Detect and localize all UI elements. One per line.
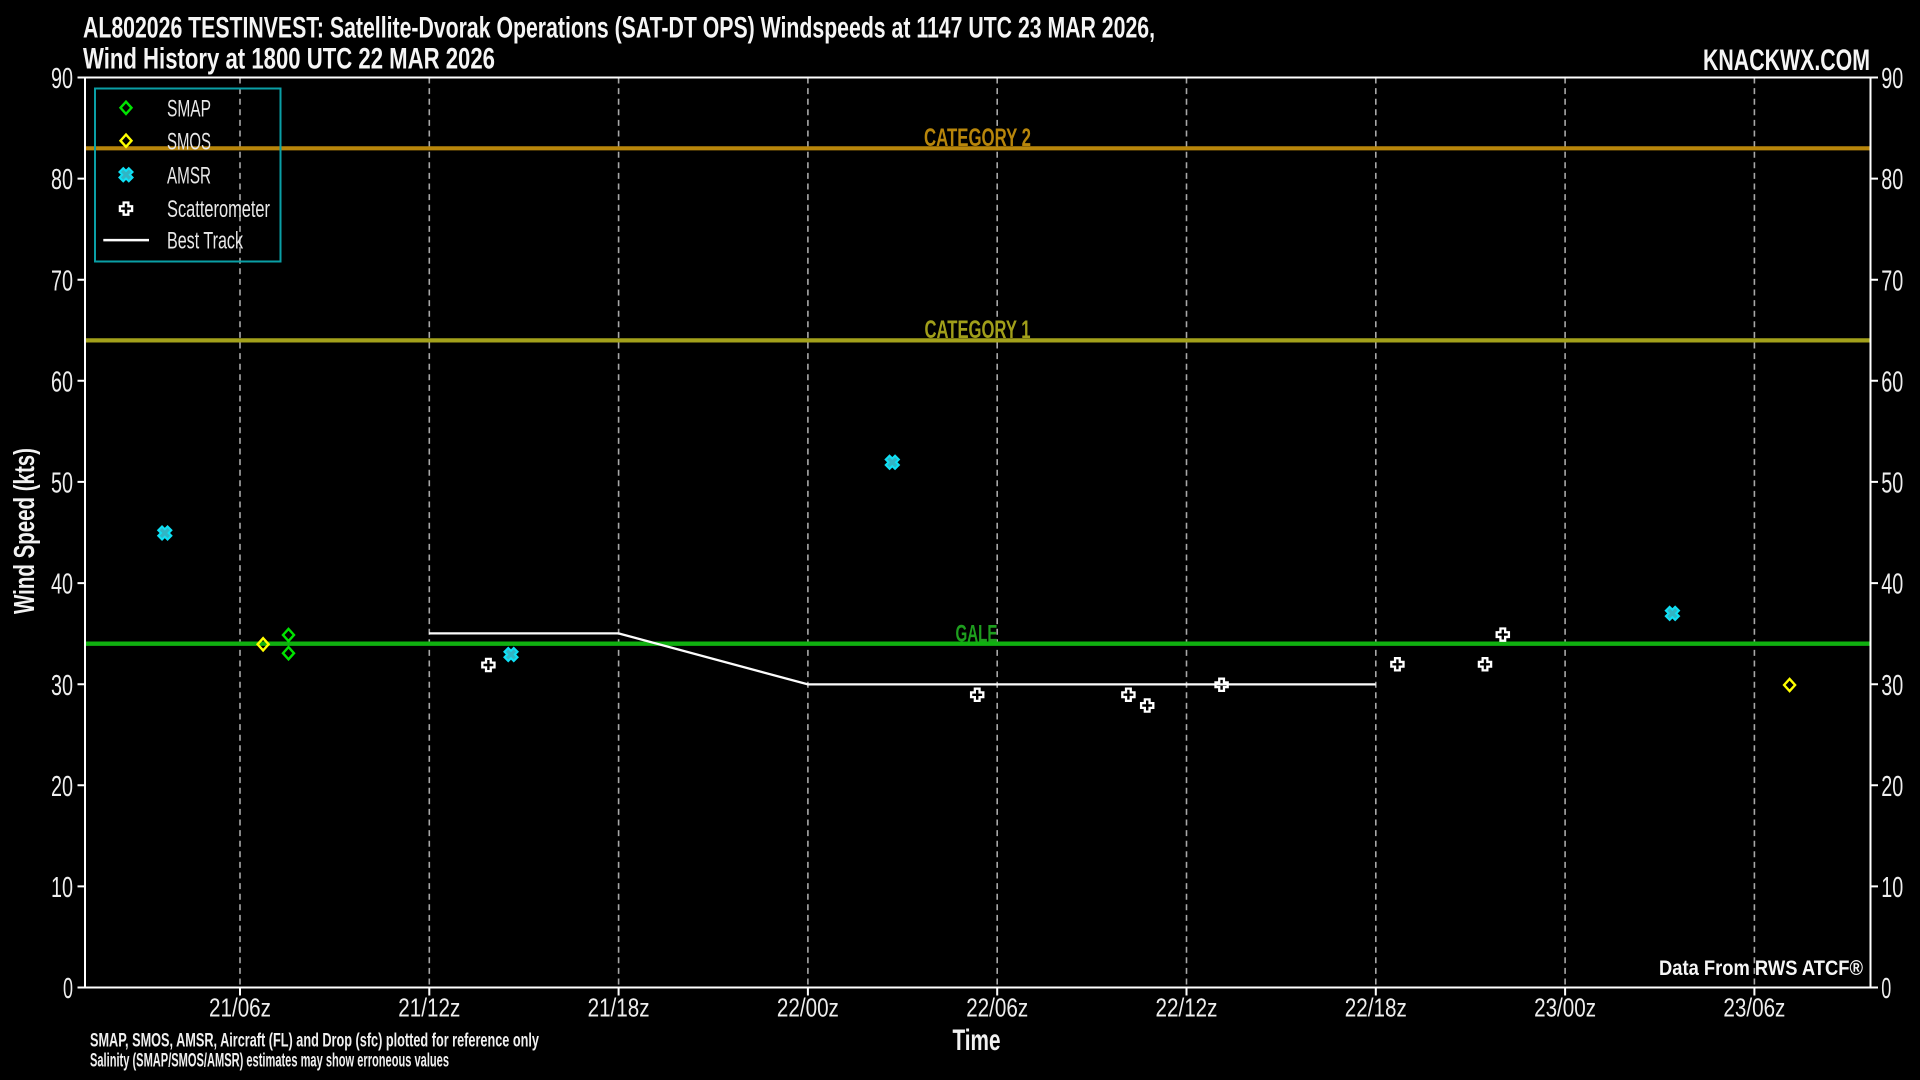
svg-text:SMOS: SMOS [167,128,211,155]
svg-text:SMAP: SMAP [167,95,211,122]
svg-text:90: 90 [51,63,73,95]
svg-text:KNACKWX.COM: KNACKWX.COM [1703,44,1870,77]
svg-text:50: 50 [1881,468,1903,500]
svg-text:Wind Speed (kts): Wind Speed (kts) [9,448,41,614]
svg-text:Best Track: Best Track [167,228,244,255]
svg-text:70: 70 [51,265,73,297]
svg-text:Salinity (SMAP/SMOS/AMSR) esti: Salinity (SMAP/SMOS/AMSR) estimates may … [90,1050,449,1072]
svg-text:30: 30 [1881,670,1903,702]
svg-text:10: 10 [1881,872,1903,904]
svg-text:40: 40 [1881,569,1903,601]
svg-text:80: 80 [51,164,73,196]
svg-text:AMSR: AMSR [167,162,211,189]
svg-text:CATEGORY 2: CATEGORY 2 [924,124,1031,152]
svg-text:50: 50 [51,468,73,500]
svg-text:0: 0 [63,973,73,1005]
svg-text:Wind History at 1800 UTC 22 MA: Wind History at 1800 UTC 22 MAR 2026 [83,42,495,75]
svg-text:20: 20 [1881,771,1903,803]
svg-text:CATEGORY 1: CATEGORY 1 [925,316,1031,344]
svg-text:80: 80 [1881,164,1903,196]
svg-text:22/12z: 22/12z [1156,993,1218,1023]
svg-text:22/18z: 22/18z [1345,993,1407,1023]
svg-text:23/00z: 23/00z [1534,993,1596,1023]
svg-text:90: 90 [1881,63,1903,95]
svg-text:30: 30 [51,670,73,702]
svg-text:70: 70 [1881,265,1903,297]
svg-text:60: 60 [1881,366,1903,398]
svg-text:Time: Time [953,1024,1001,1057]
svg-text:60: 60 [51,366,73,398]
svg-text:AL802026 TESTINVEST: Satellite: AL802026 TESTINVEST: Satellite-Dvorak Op… [83,12,1155,45]
svg-text:22/00z: 22/00z [777,993,839,1023]
svg-text:10: 10 [51,872,73,904]
svg-text:40: 40 [51,569,73,601]
svg-text:Data From RWS ATCF®: Data From RWS ATCF® [1659,956,1863,980]
svg-text:Scatterometer: Scatterometer [167,196,270,223]
svg-text:21/12z: 21/12z [398,993,460,1023]
svg-text:GALE: GALE [956,620,998,647]
svg-text:22/06z: 22/06z [966,993,1028,1023]
svg-text:SMAP, SMOS, AMSR, Aircraft (FL: SMAP, SMOS, AMSR, Aircraft (FL) and Drop… [90,1030,539,1052]
svg-text:21/18z: 21/18z [588,993,650,1023]
svg-text:21/06z: 21/06z [209,993,271,1023]
svg-text:23/06z: 23/06z [1723,993,1785,1023]
svg-text:20: 20 [51,771,73,803]
svg-text:0: 0 [1881,973,1891,1005]
